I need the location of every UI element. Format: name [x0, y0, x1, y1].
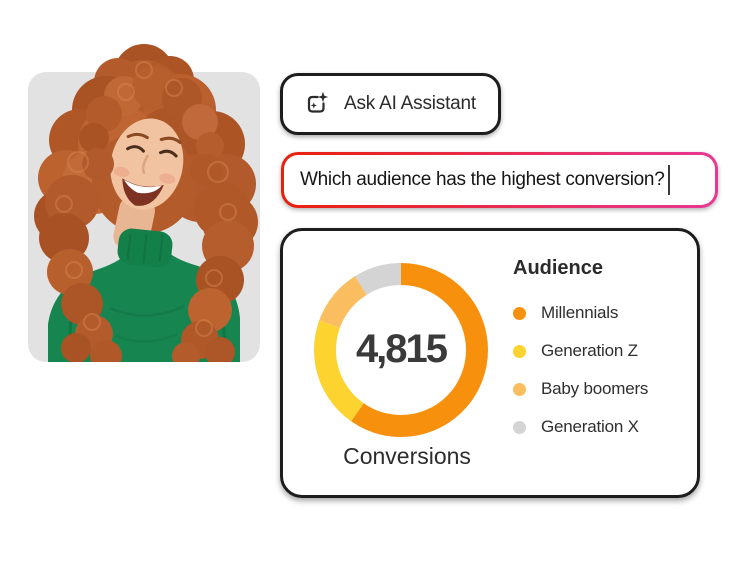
legend-dot	[513, 420, 526, 434]
chart-legend: Audience Millennials Generation Z Baby b…	[513, 257, 693, 446]
metric-value: 4,815	[355, 327, 448, 371]
legend-dot	[513, 382, 526, 396]
legend-dot	[513, 306, 526, 320]
legend-item: Millennials	[513, 294, 693, 332]
legend-label: Generation X	[541, 417, 639, 436]
portrait-photo	[28, 40, 260, 362]
legend-item: Generation Z	[513, 332, 693, 370]
legend-label: Generation Z	[541, 341, 638, 360]
donut-chart	[314, 263, 488, 437]
ask-ai-assistant-button[interactable]: Ask AI Assistant	[280, 73, 501, 135]
metric-label: Conversions	[343, 443, 471, 469]
legend-title: Audience	[513, 257, 604, 279]
query-input-value: Which audience has the highest conversio…	[300, 169, 665, 190]
text-cursor	[668, 165, 671, 195]
legend-dot	[513, 344, 526, 358]
legend-label: Baby boomers	[541, 379, 649, 398]
legend-label: Millennials	[541, 303, 619, 322]
analytics-card: 4,815 Conversions Audience Millennials G…	[280, 228, 700, 498]
query-input-border: Which audience has the highest conversio…	[281, 152, 718, 208]
query-input[interactable]: Which audience has the highest conversio…	[284, 155, 715, 205]
woman-portrait-illustration	[28, 44, 260, 362]
legend-item: Generation X	[513, 408, 693, 446]
ai-sparkle-icon	[307, 91, 329, 113]
legend-item: Baby boomers	[513, 370, 693, 408]
ask-ai-assistant-label: Ask AI Assistant	[344, 93, 476, 114]
